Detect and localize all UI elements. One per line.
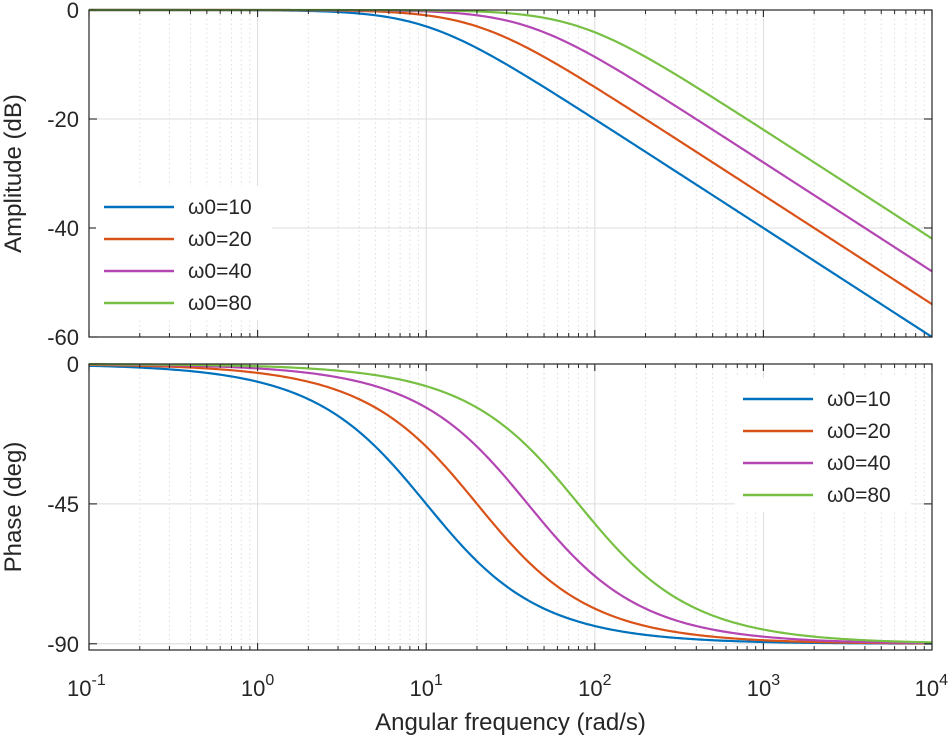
x-tick-label: 10-1 <box>67 672 106 701</box>
amp-y-tick-label: -60 <box>47 325 79 350</box>
amp-legend-entry: ω0=10 <box>188 196 252 219</box>
phase-legend-entry: ω0=80 <box>827 484 891 507</box>
phase-y-tick-label: -90 <box>47 632 79 657</box>
amp-y-axis-label: Amplitude (dB) <box>0 94 27 253</box>
phase-y-axis-label: Phase (deg) <box>0 442 27 573</box>
amp-y-tick-label: -20 <box>47 107 79 132</box>
amp-legend-entry: ω0=40 <box>188 260 252 283</box>
phase-series <box>88 363 933 645</box>
amp-y-tick-label: 0 <box>67 0 79 23</box>
phase-series-line-2 <box>88 363 933 645</box>
phase-legend-entry: ω0=40 <box>827 452 891 475</box>
amp-y-tick-label: -40 <box>47 216 79 241</box>
x-tick-label: 102 <box>578 672 611 701</box>
amp-legend-entry: ω0=80 <box>188 292 252 315</box>
phase-series-line-1 <box>88 364 932 645</box>
phase-legend: ω0=10 ω0=20 ω0=40 ω0=80 <box>735 378 911 512</box>
phase-legend-entry: ω0=20 <box>827 420 891 443</box>
x-tick-label: 104 <box>915 672 948 701</box>
x-tick-label: 101 <box>410 672 443 701</box>
phase-series-line-4 <box>88 363 933 644</box>
phase-y-tick-label: -45 <box>47 492 79 517</box>
phase-legend-box <box>735 378 911 512</box>
amp-axes-frame <box>88 9 933 338</box>
x-tick-label: 100 <box>241 672 274 701</box>
phase-series-line-3 <box>88 363 933 645</box>
phase-axes-frame <box>88 363 933 651</box>
phase-axes: 0 -45 -90 Phase (deg) ω0=10 ω0=20 ω0=40 ω0=80 10… <box>0 352 948 736</box>
phase-legend-entry: ω0=10 <box>827 388 891 411</box>
amp-ticks <box>88 9 933 338</box>
phase-y-tick-label: 0 <box>67 352 79 377</box>
amp-legend-box <box>96 186 272 320</box>
amp-legend-entry: ω0=20 <box>188 228 252 251</box>
phase-ticks <box>88 363 933 650</box>
x-axis-label: Angular frequency (rad/s) <box>375 709 646 736</box>
amp-legend: ω0=10 ω0=20 ω0=40 ω0=80 <box>96 186 272 320</box>
x-tick-label: 103 <box>747 672 780 701</box>
